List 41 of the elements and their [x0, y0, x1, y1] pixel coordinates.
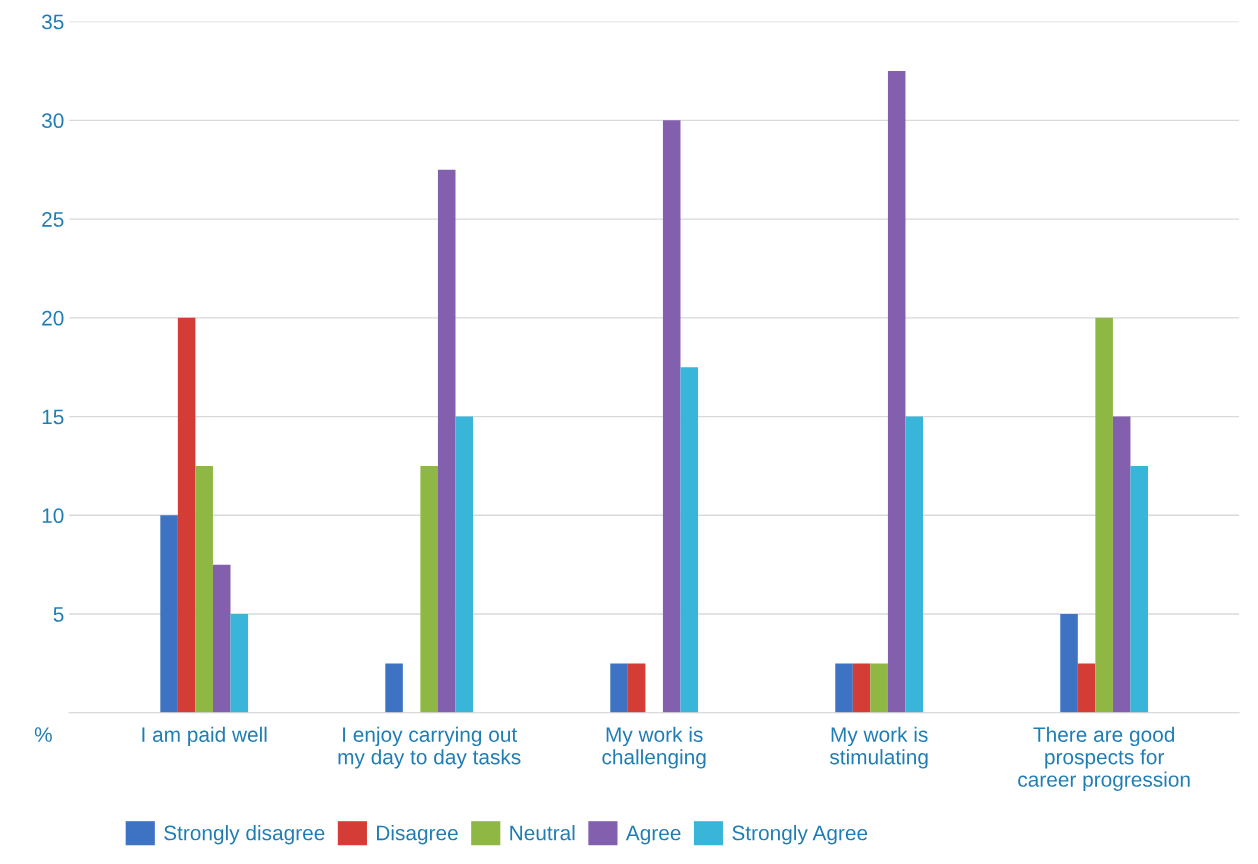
bar	[160, 515, 178, 713]
legend-label: Neutral	[510, 825, 575, 841]
bar	[1077, 663, 1096, 713]
y-tick-label: 5	[53, 607, 64, 622]
bar	[455, 416, 474, 713]
legend-label: Strongly disagree	[164, 825, 325, 845]
bar	[905, 416, 924, 713]
legend-label: Disagree	[377, 825, 458, 845]
bar	[177, 317, 196, 713]
y-tick-label: 35	[41, 14, 64, 30]
bar	[627, 663, 646, 713]
x-tick-label: There are good prospects for career progression	[1018, 726, 1190, 791]
bar	[1112, 416, 1131, 713]
bar	[887, 70, 906, 713]
x-tick-label: My work is challenging	[602, 726, 706, 769]
bar	[1060, 614, 1078, 713]
y-tick-label: 15	[42, 409, 64, 425]
bar	[437, 169, 456, 713]
legend-label: Agree	[625, 825, 681, 845]
y-tick-label: 30	[41, 113, 64, 129]
bar	[1095, 317, 1113, 713]
bar	[662, 120, 681, 713]
y-tick-label: 10	[42, 508, 64, 524]
bar	[212, 564, 231, 713]
bar	[1130, 465, 1149, 713]
bar	[610, 663, 628, 713]
y-tick-label: 20	[42, 310, 64, 326]
y-axis-title: %	[34, 727, 52, 742]
bar	[420, 465, 438, 713]
legend-label: Strongly Agree	[732, 825, 868, 845]
x-tick-label: My work is stimulating	[829, 726, 928, 769]
bar	[870, 663, 888, 713]
y-tick-label: 25	[42, 212, 64, 227]
bar	[680, 367, 699, 713]
x-tick-label: I enjoy carrying out my day to day tasks	[338, 726, 521, 769]
bar	[230, 614, 249, 713]
x-tick-label: I am paid well	[142, 726, 267, 747]
bar	[852, 663, 871, 713]
bar	[195, 465, 213, 713]
bar	[385, 663, 403, 713]
bar	[835, 663, 853, 713]
